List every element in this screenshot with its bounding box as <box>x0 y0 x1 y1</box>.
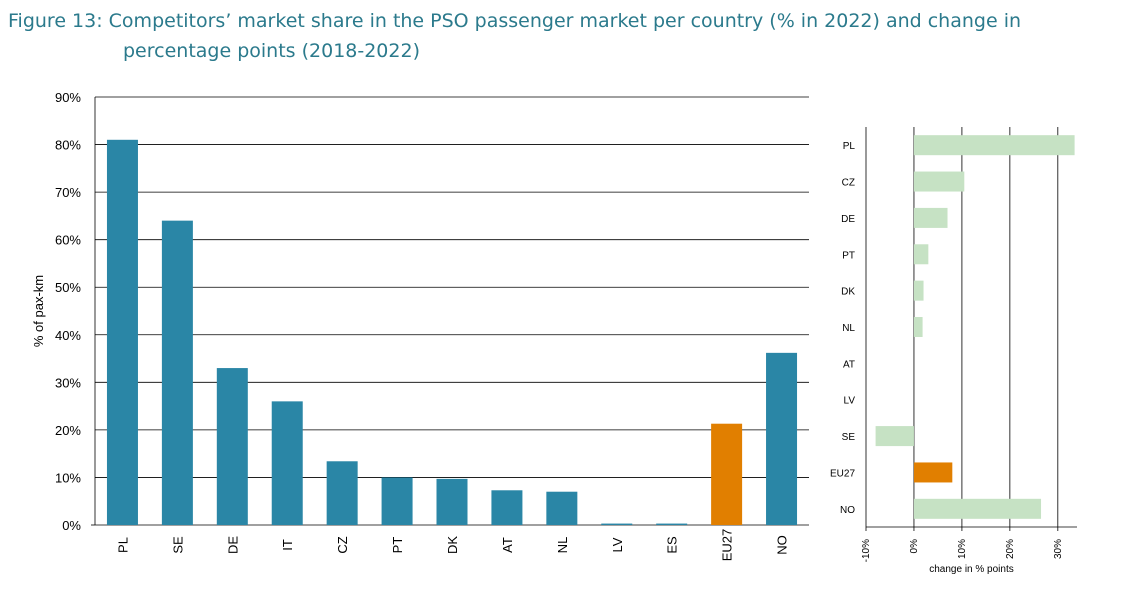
bar-no <box>766 352 798 525</box>
y-tick-label: 10% <box>55 470 81 485</box>
category-label: PL <box>843 141 856 152</box>
y-tick-label: 30% <box>55 375 81 390</box>
category-label: LV <box>844 396 856 407</box>
x-tick-label: LV <box>610 537 625 552</box>
x-tick-label: 0% <box>909 539 920 554</box>
category-label: SE <box>842 432 856 443</box>
bar-cz <box>913 171 965 192</box>
x-tick-label: -10% <box>861 539 872 562</box>
x-tick-label: ES <box>665 536 680 554</box>
y-tick-label: 70% <box>55 185 81 200</box>
bar-pt <box>381 477 413 525</box>
category-label: AT <box>843 359 855 370</box>
x-tick-label: 20% <box>1005 539 1016 559</box>
bar-dk <box>436 478 468 525</box>
x-tick-label: DE <box>225 536 240 554</box>
y-tick-label: 0% <box>62 518 81 533</box>
market-share-bar-chart: 0% 10% 20% 30% 40% 50% 60% 70% 80% 90% PL SE DE IT CZ P… <box>31 90 809 562</box>
x-tick-label: 30% <box>1053 539 1064 559</box>
y-tick-label: 20% <box>55 423 81 438</box>
bar-de <box>216 368 248 525</box>
bar-de <box>913 207 948 228</box>
bar-lv <box>601 523 633 525</box>
x-tick-label: IT <box>280 539 295 551</box>
x-axis-title: change in % points <box>929 564 1014 575</box>
bar-it <box>271 401 303 525</box>
x-tick-label: SE <box>170 536 185 554</box>
x-tick-label: DK <box>445 536 460 554</box>
bar-eu27 <box>913 462 953 483</box>
bar-pl <box>106 139 138 526</box>
category-label: DE <box>841 214 855 225</box>
y-tick-label: 40% <box>55 328 81 343</box>
bar-nl <box>913 317 923 337</box>
category-label: EU27 <box>830 468 855 479</box>
bar-pl <box>913 135 1075 156</box>
y-tick-label: 50% <box>55 280 81 295</box>
caption-line-2: percentage points (2018-2022) <box>123 40 420 62</box>
y-tick-label: 80% <box>55 138 81 153</box>
bar-nl <box>546 491 578 525</box>
x-tick-label: AT <box>500 537 515 553</box>
bar-no <box>913 498 1042 519</box>
x-tick-label: PL <box>115 537 130 553</box>
x-tick-label: NL <box>555 537 570 554</box>
bar-pt <box>913 244 929 265</box>
bar-cz <box>326 461 358 525</box>
bar-eu27 <box>711 423 743 525</box>
x-tick-label: NO <box>775 535 790 555</box>
y-tick-label: 60% <box>55 233 81 248</box>
y-tick-label: 90% <box>55 90 81 105</box>
bar-at <box>491 490 523 525</box>
figure-caption: Figure 13: Competitors’ market share in … <box>8 6 1118 66</box>
x-tick-label: 10% <box>957 539 968 559</box>
category-label: NO <box>840 505 855 516</box>
x-tick-label: EU27 <box>720 529 735 562</box>
x-tick-label: CZ <box>335 536 350 553</box>
bar-se <box>161 220 193 525</box>
category-label: DK <box>841 287 855 298</box>
bar-es <box>656 523 688 525</box>
bar-se <box>875 426 914 447</box>
category-label: NL <box>842 323 855 334</box>
category-label: CZ <box>842 178 855 189</box>
x-tick-label: PT <box>390 537 405 554</box>
category-label: PT <box>842 250 855 261</box>
caption-line-1: Figure 13: Competitors’ market share in … <box>8 10 1022 32</box>
bar-dk <box>913 280 924 301</box>
y-axis-title: % of pax-km <box>31 275 46 347</box>
